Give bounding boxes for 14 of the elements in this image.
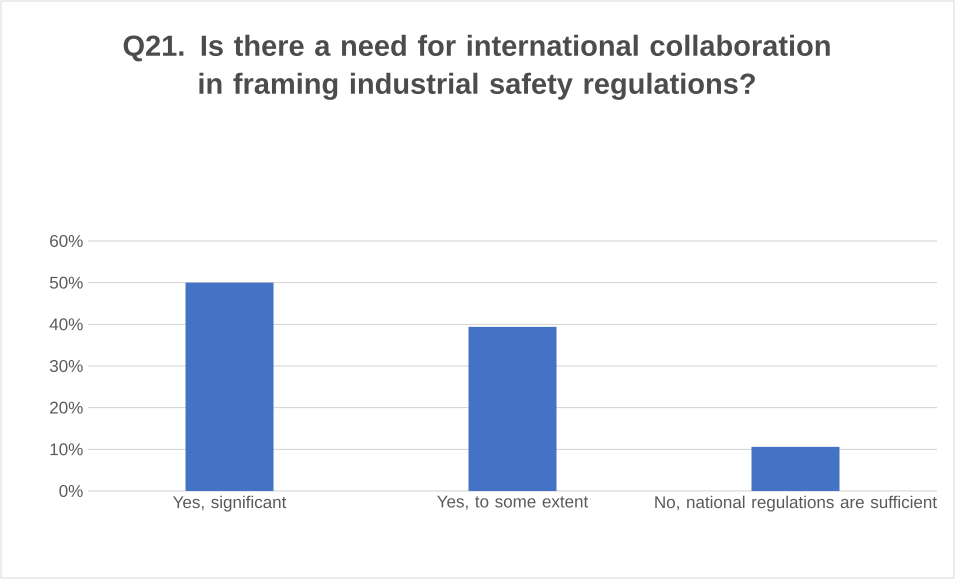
chart-title: Q21. Is there a need for international collaboration in framing industrial safety regulations?	[124, 34, 830, 100]
y-tick-label: 50%	[50, 276, 83, 289]
bar	[186, 282, 274, 491]
y-tick-label: 40%	[50, 318, 83, 330]
bar	[752, 446, 840, 491]
y-tick-label: 60%	[50, 234, 83, 248]
x-tick-label: Yes, to some extent	[437, 496, 588, 510]
y-tick-label: 0%	[59, 484, 83, 498]
y-tick-label: 30%	[50, 360, 83, 372]
x-tick-label: No, national regulations are sufficient	[655, 496, 937, 512]
y-tick-label: 20%	[50, 402, 83, 414]
y-tick-label: 10%	[50, 443, 83, 456]
x-tick-label: Yes, significant	[173, 496, 286, 512]
bar	[468, 326, 557, 491]
